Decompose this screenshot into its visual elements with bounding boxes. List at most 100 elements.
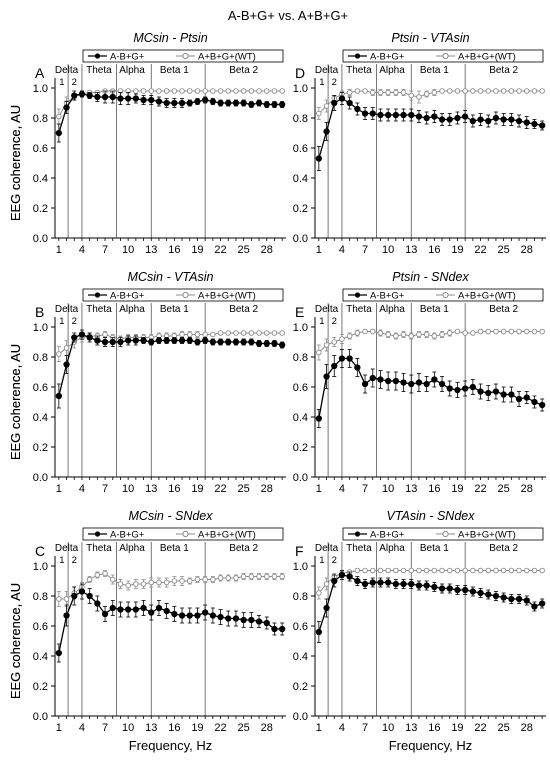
chart-panel-c: MCsin - SNdex C A-B+G+ A+B+G+(WT) Delta Theta… [8,509,286,753]
data-point-mutant [117,338,124,346]
y-tick-label: 0.6 [293,382,308,394]
x-tick-label: 1 [316,244,322,256]
data-point-wildtype [462,88,468,94]
data-point-wildtype [186,578,193,584]
data-point-wildtype [524,567,530,574]
data-point-wildtype [240,573,247,580]
data-point-wildtype [439,331,445,338]
x-tick-label: 28 [521,483,533,495]
data-point-mutant [400,379,407,386]
data-point-mutant [78,588,86,595]
data-point-wildtype [462,330,468,336]
data-point-wildtype [339,336,345,342]
data-point-mutant [469,588,476,595]
data-point-mutant [438,380,446,388]
data-point-mutant [240,99,247,107]
band-label-beta1: Beta 1 [160,543,189,554]
x-tick-label: 1 [56,483,62,495]
x-tick-label: 28 [521,244,533,256]
band-label-beta1: Beta 1 [420,543,449,554]
data-point-wildtype [171,578,178,584]
legend-marker-mutant [354,53,361,59]
x-tick-label: 19 [191,483,203,495]
panel-letter: E [295,304,304,320]
data-point-mutant [446,585,453,592]
y-tick-label: 0.0 [293,711,308,723]
data-point-wildtype [370,567,376,574]
panel-title: Ptsin - VTAsin [391,31,469,45]
data-point-wildtype [477,328,484,335]
data-point-mutant [140,96,147,104]
data-point-mutant [117,606,124,613]
series-line-mutant [58,93,283,134]
data-point-mutant [485,389,492,397]
data-point-mutant [346,99,353,107]
data-point-mutant [232,99,240,107]
data-point-mutant [194,612,201,619]
panels-group: MCsin - Ptsin A A-B+G+ A+B+G+(WT) Delta Theta… [8,31,546,753]
data-point-mutant [194,338,201,346]
legend-label-wildtype: A+B+G+(WT) [198,529,256,540]
data-point-mutant [163,99,170,107]
data-point-wildtype [439,567,445,574]
legend-marker-mutant [94,53,101,59]
x-tick-label: 1 [56,244,62,256]
data-point-mutant [271,340,278,347]
y-tick-label: 0.2 [33,681,48,693]
data-point-mutant [263,101,270,108]
data-point-mutant [315,628,322,636]
data-point-wildtype [485,567,492,574]
band-label-beta2: Beta 2 [489,543,518,554]
data-point-wildtype [194,576,201,583]
data-point-mutant [338,355,346,362]
x-tick-label: 13 [145,244,157,256]
legend-marker-wildtype [442,291,449,299]
data-point-wildtype [56,351,62,357]
data-point-wildtype [179,578,185,584]
data-point-mutant [438,585,446,592]
band-label-beta1: Beta 1 [420,304,449,315]
panel-letter: C [35,543,45,559]
data-point-mutant [323,604,330,612]
data-point-mutant [124,337,132,344]
data-point-wildtype [279,573,285,580]
data-point-wildtype [248,330,255,336]
panel-letter: B [35,304,44,320]
data-point-wildtype [362,328,368,335]
data-point-mutant [454,114,461,122]
y-tick-label: 1.0 [33,561,48,573]
data-point-wildtype [524,328,530,335]
data-point-mutant [124,606,132,613]
x-tick-label: 4 [339,483,345,495]
data-point-wildtype [125,582,131,589]
band-label-alpha: Alpha [119,65,145,76]
data-point-mutant [523,119,530,126]
legend-label-wildtype: A+B+G+(WT) [198,290,256,301]
y-tick-label: 0.2 [293,681,308,693]
data-point-mutant [155,98,163,105]
data-point-wildtype [439,88,445,94]
data-point-mutant [431,113,438,120]
x-tick-label: 4 [79,483,85,495]
data-point-mutant [155,604,163,612]
y-tick-label: 1.0 [33,83,48,95]
band-label-alpha: Alpha [379,304,405,315]
delta-sub-label-1: 1 [319,77,324,88]
x-tick-label: 13 [145,483,157,495]
band-label-theta: Theta [86,304,112,315]
data-point-mutant [392,580,399,588]
data-point-wildtype [210,88,216,94]
data-point-wildtype [210,331,216,338]
data-point-mutant [384,377,392,385]
delta-sub-label-2: 2 [72,555,77,566]
data-point-mutant [315,415,322,422]
data-point-wildtype [202,331,208,338]
panel-title: MCsin - SNdex [128,509,213,523]
data-point-wildtype [539,88,545,94]
x-tick-label: 10 [122,483,134,495]
data-point-mutant [361,110,369,117]
data-point-wildtype [156,88,162,94]
legend-marker-mutant [94,292,101,298]
y-tick-label: 0.8 [33,591,48,603]
data-point-mutant [392,377,399,385]
